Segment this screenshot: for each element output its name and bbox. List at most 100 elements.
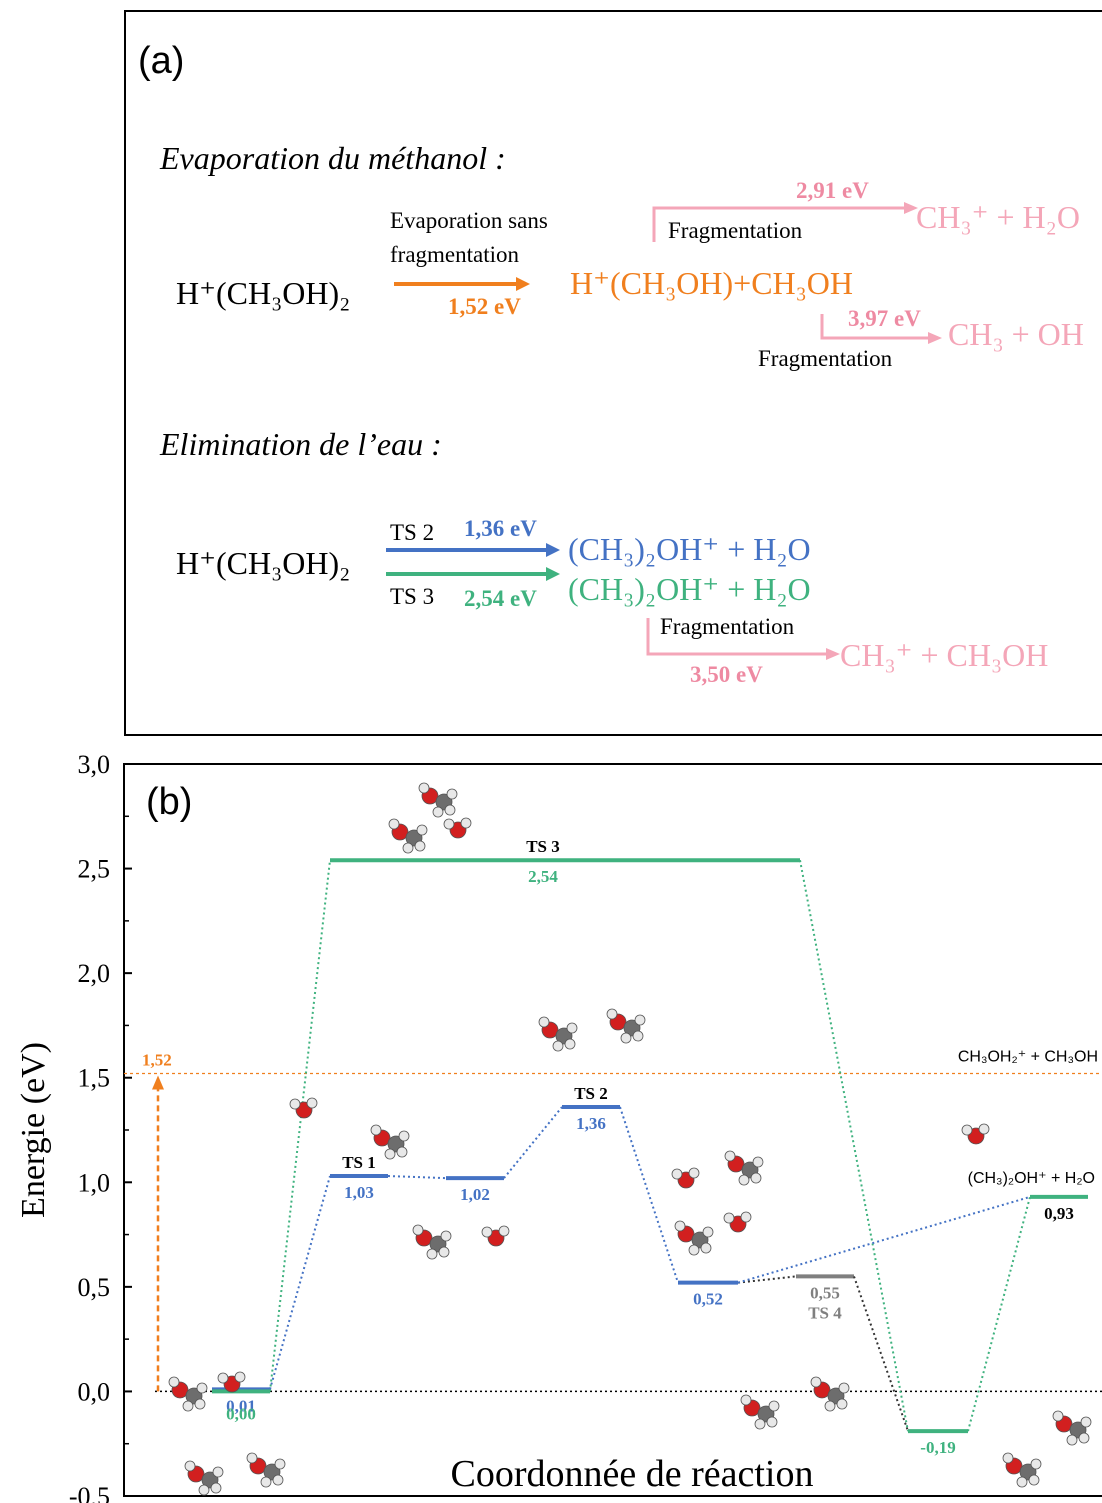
methanol-molecule xyxy=(196,1382,208,1394)
green-level-name: TS 3 xyxy=(526,837,560,856)
blue-connector xyxy=(387,1175,447,1180)
y-tick-label: 0,5 xyxy=(78,1273,111,1302)
blue-level-value: 0,52 xyxy=(693,1290,723,1309)
y-tick-label: 2,0 xyxy=(78,959,111,988)
evaporation-product-label: CH₃OH₂⁺ + CH₃OH xyxy=(958,1049,1098,1066)
evap-energy: 1,52 eV xyxy=(448,294,521,319)
methanol-molecule xyxy=(538,1016,550,1028)
water-molecule xyxy=(289,1098,301,1110)
methanol-molecule xyxy=(810,1376,822,1388)
methanol-molecule xyxy=(426,1248,438,1260)
methanol-molecule xyxy=(552,1040,564,1052)
ts3-product: (CH₃)₂OH⁺ + H₂O xyxy=(568,571,811,607)
methanol-molecule xyxy=(750,1172,762,1184)
green-level-value: -0,19 xyxy=(920,1438,955,1457)
water-molecule xyxy=(306,1097,318,1109)
methanol-molecule xyxy=(1052,1410,1064,1422)
evap-arrow-label-1: Evaporation sans xyxy=(390,208,548,233)
methanol-molecule xyxy=(184,1460,196,1472)
methanol-molecule xyxy=(444,804,456,816)
frag3-product: CH₃⁺ + CH₃OH xyxy=(840,637,1049,673)
blue-level-name: TS 1 xyxy=(342,1153,376,1172)
green-level-value: 0,00 xyxy=(226,1404,256,1423)
methanol-molecule xyxy=(198,1484,210,1496)
evaporation-title: Evaporation du méthanol : xyxy=(160,140,506,176)
methanol-molecule xyxy=(838,1382,850,1394)
methanol-molecule xyxy=(384,1148,396,1160)
ts2-product: (CH₃)₂OH⁺ + H₂O xyxy=(568,531,811,567)
blue-level-value: 1,03 xyxy=(344,1183,374,1202)
methanol-molecule xyxy=(824,1400,836,1412)
blue-level-value: 1,02 xyxy=(460,1185,490,1204)
ts2-arrow xyxy=(386,543,560,557)
water-molecule xyxy=(978,1123,990,1135)
methanol-molecule xyxy=(212,1466,224,1478)
blue-level-name: TS 2 xyxy=(574,1084,608,1103)
frag3-label: Fragmentation xyxy=(660,614,795,639)
water-molecule xyxy=(498,1225,510,1237)
panel-a-label: (a) xyxy=(138,40,185,82)
y-tick-label: 1,5 xyxy=(78,1064,111,1093)
evap-arrow-label-2: fragmentation xyxy=(390,242,520,267)
methanol-molecule xyxy=(752,1156,764,1168)
methanol-molecule xyxy=(402,842,414,854)
methanol-molecule xyxy=(724,1150,736,1162)
frag1-arrow xyxy=(652,202,918,242)
methanol-molecule xyxy=(738,1174,750,1186)
green-level-value: 2,54 xyxy=(528,867,558,886)
reaction-scheme-panel: (a) Evaporation du méthanol : H⁺(CH₃OH)₂… xyxy=(124,10,1102,736)
y-tick-label: -0,5 xyxy=(69,1482,110,1503)
methanol-molecule xyxy=(446,788,458,800)
y-tick-label: 1,0 xyxy=(78,1168,111,1197)
methanol-molecule xyxy=(1030,1458,1042,1470)
methanol-molecule xyxy=(416,824,428,836)
methanol-molecule xyxy=(388,818,400,830)
methanol-molecule xyxy=(632,1030,644,1042)
water-molecule xyxy=(460,817,472,829)
frag2-arrow xyxy=(820,314,942,344)
water-molecule xyxy=(961,1124,973,1136)
methanol-molecule xyxy=(754,1418,766,1430)
blue-level-value: 1,36 xyxy=(576,1114,606,1133)
methanol-molecule xyxy=(620,1032,632,1044)
methanol-molecule xyxy=(440,1230,452,1242)
water-molecule xyxy=(688,1167,700,1179)
evap-arrow xyxy=(394,277,530,291)
gray-level-value: 0,55 xyxy=(810,1283,840,1302)
methanol-molecule xyxy=(634,1014,646,1026)
methanol-molecule xyxy=(564,1038,576,1050)
methanol-molecule xyxy=(396,1146,408,1158)
frag1-energy: 2,91 eV xyxy=(796,178,869,203)
methanol-molecule xyxy=(432,806,444,818)
ts2-energy: 1,36 eV xyxy=(464,516,537,541)
frag3-arrow xyxy=(646,618,840,660)
blue-connector-product xyxy=(737,1195,1031,1284)
frag2-energy: 3,97 eV xyxy=(848,306,921,331)
final-product-label: (CH₃)₂OH⁺ + H₂O xyxy=(968,1170,1095,1187)
green-connector xyxy=(269,860,331,1392)
blue-connector xyxy=(619,1106,679,1283)
evaporation-arrowhead xyxy=(152,1075,164,1090)
gray-level-name: TS 4 xyxy=(808,1303,842,1322)
methanol-molecule xyxy=(1016,1476,1028,1488)
methanol-molecule xyxy=(606,1008,618,1020)
methanol-molecule xyxy=(418,782,430,794)
methanol-molecule xyxy=(1002,1452,1014,1464)
methanol-molecule xyxy=(768,1400,780,1412)
frag1-product: CH₃⁺ + H₂O xyxy=(916,199,1080,235)
methanol-molecule xyxy=(836,1398,848,1410)
methanol-molecule xyxy=(260,1476,272,1488)
gray-connector xyxy=(853,1276,909,1432)
frag3-energy: 3,50 eV xyxy=(690,662,763,687)
methanol-molecule xyxy=(688,1244,700,1256)
methanol-molecule xyxy=(272,1474,284,1486)
methanol-molecule xyxy=(438,1246,450,1258)
ts3-label: TS 3 xyxy=(390,584,435,609)
evap-product: H⁺(CH₃OH)+CH₃OH xyxy=(570,265,854,301)
methanol-molecule xyxy=(182,1400,194,1412)
water-molecule xyxy=(443,818,455,830)
methanol-molecule xyxy=(412,1224,424,1236)
energy-diagram: 3,0 2,5 2,0 1,5 1,0 0,5 0,0 -0,5 Energie (eV) Coo… xyxy=(15,750,1102,1503)
frag1-label: Fragmentation xyxy=(668,218,803,243)
methanol-molecule xyxy=(674,1220,686,1232)
